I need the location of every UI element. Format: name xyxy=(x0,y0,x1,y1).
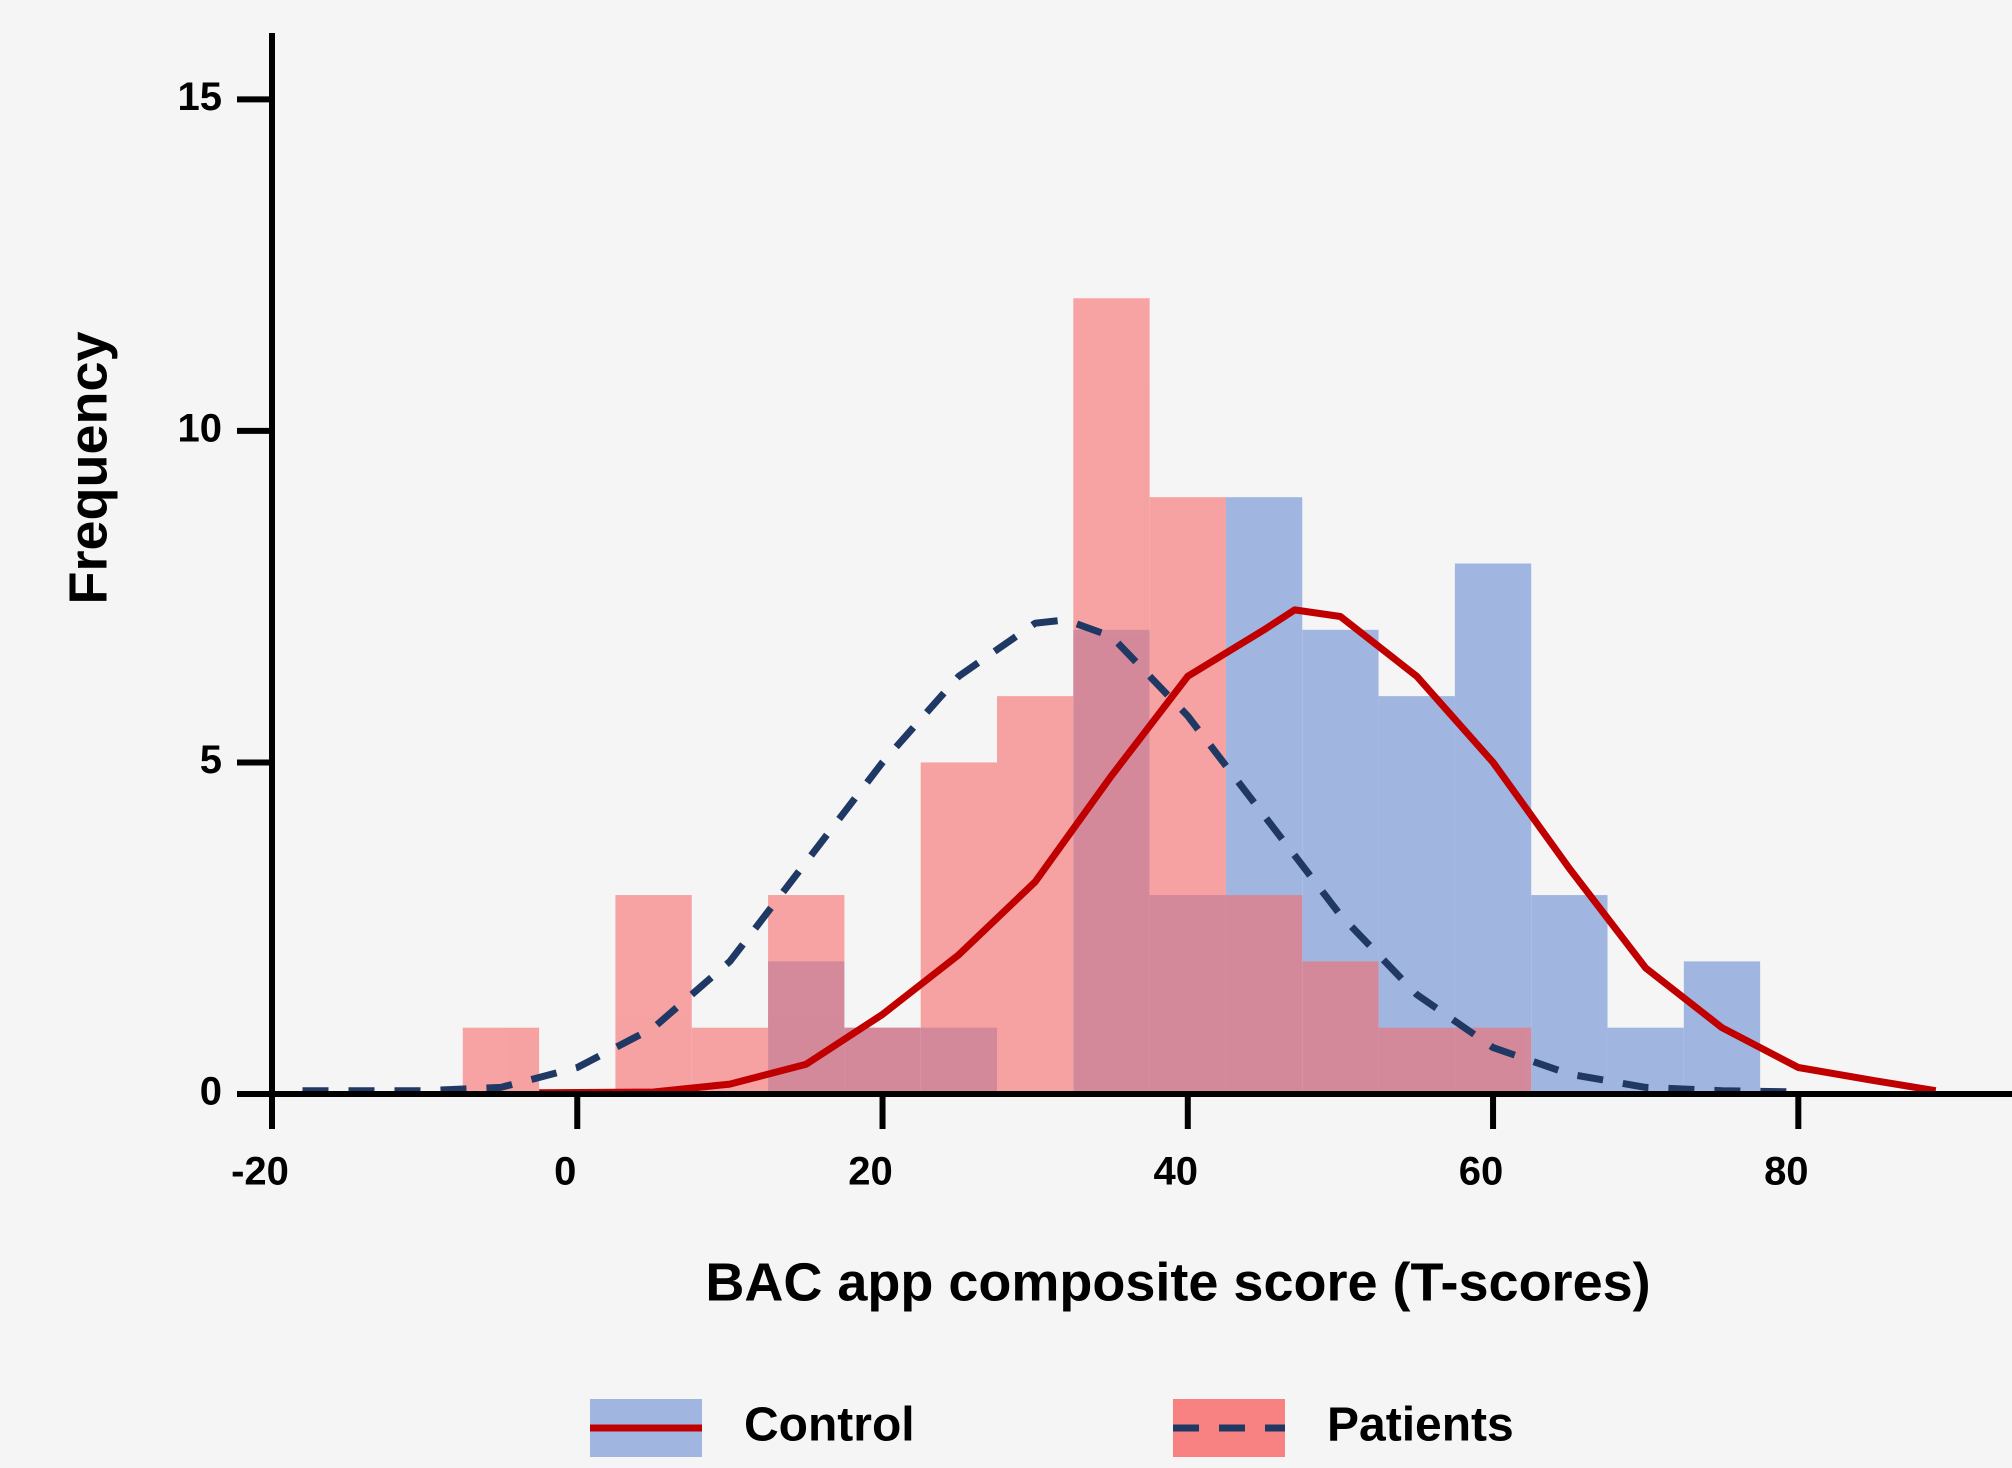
y-axis-label: Frequency xyxy=(58,331,118,604)
bar xyxy=(1225,895,1303,1094)
bar xyxy=(1454,1027,1532,1094)
bar xyxy=(997,696,1074,1094)
legend-label: Patients xyxy=(1327,1399,1514,1452)
y-tick-label: 5 xyxy=(200,738,222,782)
bar xyxy=(844,1027,921,1094)
x-tick-label: -20 xyxy=(231,1150,289,1194)
x-tick-label: 0 xyxy=(554,1150,576,1194)
bar xyxy=(1073,298,1150,1094)
x-tick-label: 40 xyxy=(1154,1150,1199,1194)
density-curve xyxy=(302,616,1799,1096)
x-tick-label: 60 xyxy=(1459,1150,1504,1194)
bar xyxy=(1378,1027,1455,1094)
bar xyxy=(1302,961,1379,1094)
y-tick-label: 15 xyxy=(178,75,223,119)
density-curve xyxy=(539,606,1937,1097)
bar xyxy=(1531,895,1608,1094)
x-axis-label: BAC app composite score (T-scores) xyxy=(705,1252,1650,1312)
y-tick-label: 10 xyxy=(178,406,223,450)
bar xyxy=(462,1027,540,1094)
legend-label: Control xyxy=(744,1399,915,1452)
x-tick-label: 20 xyxy=(848,1150,893,1194)
bar xyxy=(1454,563,1532,1094)
y-tick-label: 0 xyxy=(200,1070,222,1114)
x-tick-label: 80 xyxy=(1764,1150,1809,1194)
bar xyxy=(1607,1027,1684,1094)
bar xyxy=(615,895,692,1094)
bar xyxy=(1149,497,1226,1094)
